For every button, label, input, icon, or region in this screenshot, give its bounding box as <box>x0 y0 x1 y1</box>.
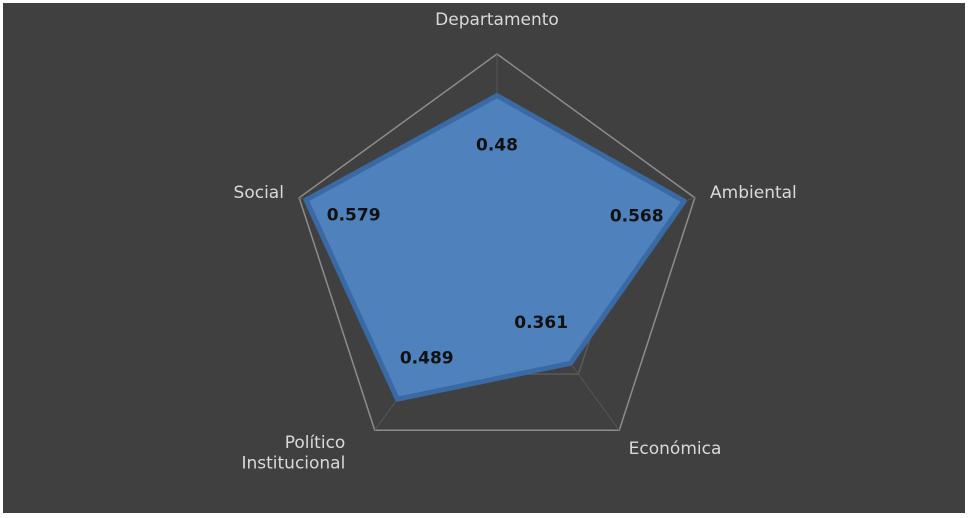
grid-line <box>298 53 696 432</box>
data-label: 0.568 <box>610 207 664 227</box>
data-label: 0.361 <box>514 313 568 333</box>
data-label: 0.489 <box>400 349 454 369</box>
axis-label: Ambiental <box>710 183 797 203</box>
axis-label: Departamento <box>435 10 559 30</box>
axis-label: Económica <box>629 439 722 459</box>
axis-label: Social <box>234 183 284 203</box>
axis-label: Político Institucional <box>236 433 345 473</box>
data-label: 0.48 <box>476 136 518 156</box>
data-area <box>303 93 687 402</box>
data-label: 0.579 <box>327 205 381 225</box>
